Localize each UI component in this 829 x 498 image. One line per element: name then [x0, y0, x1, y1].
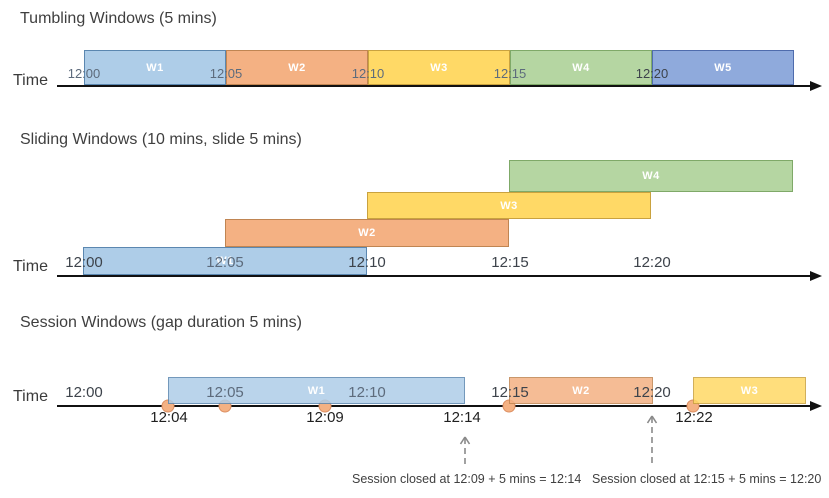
sliding-window-label: W1 [216, 255, 234, 267]
session-time-axis [57, 405, 810, 407]
session-window-w2: W2 [509, 377, 653, 404]
session-tick-label: 12:20 [633, 384, 671, 401]
session-window-w1: W1 [168, 377, 465, 404]
session-dashed-up-arrow-icon [645, 414, 659, 471]
sliding-tick-label: 12:05 [206, 254, 244, 271]
tumbling-window-label: W2 [288, 61, 306, 74]
sliding-title: Sliding Windows (10 mins, slide 5 mins) [20, 131, 302, 148]
session-tick-label: 12:15 [491, 384, 529, 401]
sliding-window-w4: W4 [509, 160, 793, 192]
tumbling-window-label: W4 [572, 61, 590, 74]
sliding-time-axis-label: Time [13, 258, 48, 275]
session-event-time-label: 12:22 [675, 409, 713, 426]
tumbling-window-label: W3 [430, 61, 448, 74]
session-window-label: W2 [572, 384, 590, 397]
session-time-axis-label: Time [13, 388, 48, 405]
session-footnote: Session closed at 12:15 + 5 mins = 12:20 [592, 472, 822, 486]
tumbling-tick-label: 12:20 [635, 66, 669, 81]
session-tick-label: 12:05 [206, 384, 244, 401]
session-event-time-label: 12:14 [443, 409, 481, 426]
session-title: Session Windows (gap duration 5 mins) [20, 314, 302, 331]
tumbling-window-w4: W4 [510, 50, 652, 85]
sliding-window-w3: W3 [367, 192, 651, 219]
session-tick-label: 12:00 [65, 384, 103, 401]
tumbling-axis-arrowhead-icon [810, 81, 822, 91]
sliding-window-label: W3 [500, 199, 518, 212]
tumbling-tick-label: 12:00 [67, 66, 101, 81]
sliding-tick-label: 12:10 [348, 254, 386, 271]
session-dashed-up-arrow-icon [458, 435, 472, 471]
tumbling-tick-label: 12:05 [209, 66, 243, 81]
tumbling-window-label: W1 [146, 61, 164, 74]
sliding-window-w2: W2 [225, 219, 509, 247]
session-footnote: Session closed at 12:09 + 5 mins = 12:14 [352, 472, 582, 486]
sliding-tick-label: 12:20 [633, 254, 671, 271]
sliding-time-axis [57, 275, 810, 277]
tumbling-time-axis-label: Time [13, 72, 48, 89]
sliding-window-label: W2 [358, 227, 376, 239]
session-event-time-label: 12:04 [150, 409, 188, 426]
tumbling-title: Tumbling Windows (5 mins) [20, 10, 217, 27]
tumbling-tick-label: 12:10 [351, 66, 385, 81]
tumbling-window-w5: W5 [652, 50, 794, 85]
tumbling-time-axis [57, 85, 810, 87]
sliding-window-w1: W1 [83, 247, 367, 275]
tumbling-tick-label: 12:15 [493, 66, 527, 81]
tumbling-window-w3: W3 [368, 50, 510, 85]
session-window-label: W1 [307, 384, 326, 397]
tumbling-window-label: W5 [714, 61, 732, 74]
tumbling-window-w1: W1 [84, 50, 226, 85]
sliding-tick-label: 12:00 [65, 254, 103, 271]
sliding-window-label: W4 [642, 170, 660, 182]
sliding-tick-label: 12:15 [491, 254, 529, 271]
sliding-axis-arrowhead-icon [810, 271, 822, 281]
session-axis-arrowhead-icon [810, 401, 822, 411]
session-window-w3: W3 [693, 377, 806, 404]
session-tick-label: 12:10 [348, 384, 386, 401]
tumbling-window-w2: W2 [226, 50, 368, 85]
session-window-label: W3 [740, 384, 759, 397]
session-event-time-label: 12:09 [306, 409, 344, 426]
